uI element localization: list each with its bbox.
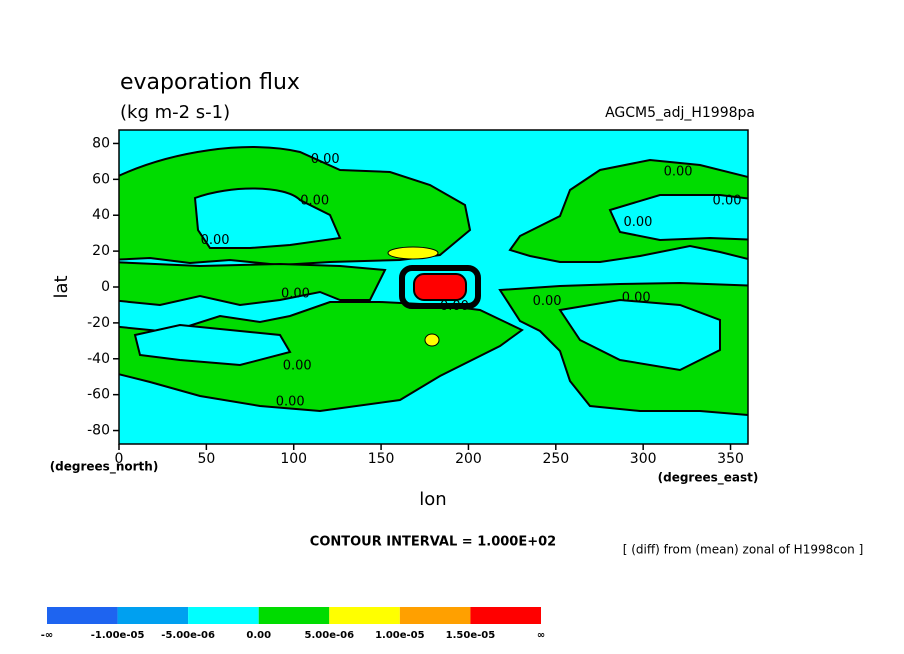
- annotation: AGCM5_adj_H1998pa: [605, 105, 755, 121]
- contour-label: 0.00: [283, 358, 312, 373]
- map-field: [119, 130, 748, 444]
- colorbar-label: 1.50e-05: [446, 630, 496, 641]
- chart-subtitle: (kg m-2 s-1): [120, 102, 230, 123]
- x-tick-label: 50: [197, 451, 215, 467]
- colorbar-label: -1.00e-05: [91, 630, 145, 641]
- y-tick-label: 20: [92, 243, 110, 259]
- contour-label: 0.00: [533, 294, 562, 309]
- y-tick-label: 0: [101, 279, 110, 295]
- y-tick-label: 40: [92, 207, 110, 223]
- high-region: [387, 246, 439, 260]
- x-tick-label: 150: [368, 451, 395, 467]
- contour-interval: CONTOUR INTERVAL = 1.000E+02: [310, 535, 556, 550]
- colorbar-label: ∞: [537, 630, 545, 641]
- contour-label: 0.00: [440, 299, 469, 314]
- contour-label: 0.00: [713, 193, 742, 208]
- y-unit: (degrees_north): [50, 460, 159, 475]
- x-tick-label: 100: [280, 451, 307, 467]
- contour-line: [399, 265, 481, 309]
- colorbar-label: 5.00e-06: [305, 630, 355, 641]
- y-tick-label: -80: [87, 423, 110, 439]
- contour-label: 0.00: [300, 193, 329, 208]
- y-tick-label: -60: [87, 387, 110, 403]
- colorbar-swatch: [188, 607, 259, 624]
- y-tick-label: -20: [87, 315, 110, 331]
- negative-region: [558, 298, 721, 372]
- negative-region: [133, 323, 292, 367]
- x-tick-label: 250: [542, 451, 569, 467]
- colorbar-swatch: [258, 607, 330, 624]
- colorbar-label: 0.00: [246, 630, 271, 641]
- colorbar-swatch: [470, 607, 541, 624]
- note: [ (diff) from (mean) zonal of H1998con ]: [623, 543, 864, 557]
- negative-region: [608, 194, 748, 242]
- high-region: [424, 333, 440, 347]
- colorbar-label: 1.00e-05: [375, 630, 425, 641]
- peak-region: [413, 273, 467, 301]
- x-unit: (degrees_east): [658, 471, 759, 486]
- colorbar-swatch: [117, 607, 189, 624]
- y-axis-label: lat: [51, 275, 72, 298]
- y-tick-label: -40: [87, 351, 110, 367]
- positive-region: [119, 261, 387, 307]
- colorbar-swatch: [399, 607, 471, 624]
- y-tick-label: 80: [92, 135, 110, 151]
- contour-label: 0.00: [201, 233, 230, 248]
- colorbar-label: -5.00e-06: [161, 630, 215, 641]
- colorbar-swatch: [329, 607, 400, 624]
- contour-label: 0.00: [311, 152, 340, 167]
- contour-label: 0.00: [622, 290, 651, 305]
- negative-region: [193, 187, 342, 249]
- colorbar-label: -∞: [41, 630, 53, 641]
- contour-label: 0.00: [623, 215, 652, 230]
- contour-label: 0.00: [276, 394, 305, 409]
- y-tick-label: 60: [92, 171, 110, 187]
- chart-title: evaporation flux: [120, 70, 300, 95]
- x-tick-label: 200: [455, 451, 482, 467]
- x-tick-label: 300: [630, 451, 657, 467]
- x-axis-label: lon: [419, 489, 446, 510]
- x-tick-label: 0: [115, 451, 124, 467]
- x-tick-label: 350: [717, 451, 744, 467]
- colorbar-swatch: [47, 607, 118, 624]
- contour-label: 0.00: [281, 287, 310, 302]
- contour-label: 0.00: [664, 165, 693, 180]
